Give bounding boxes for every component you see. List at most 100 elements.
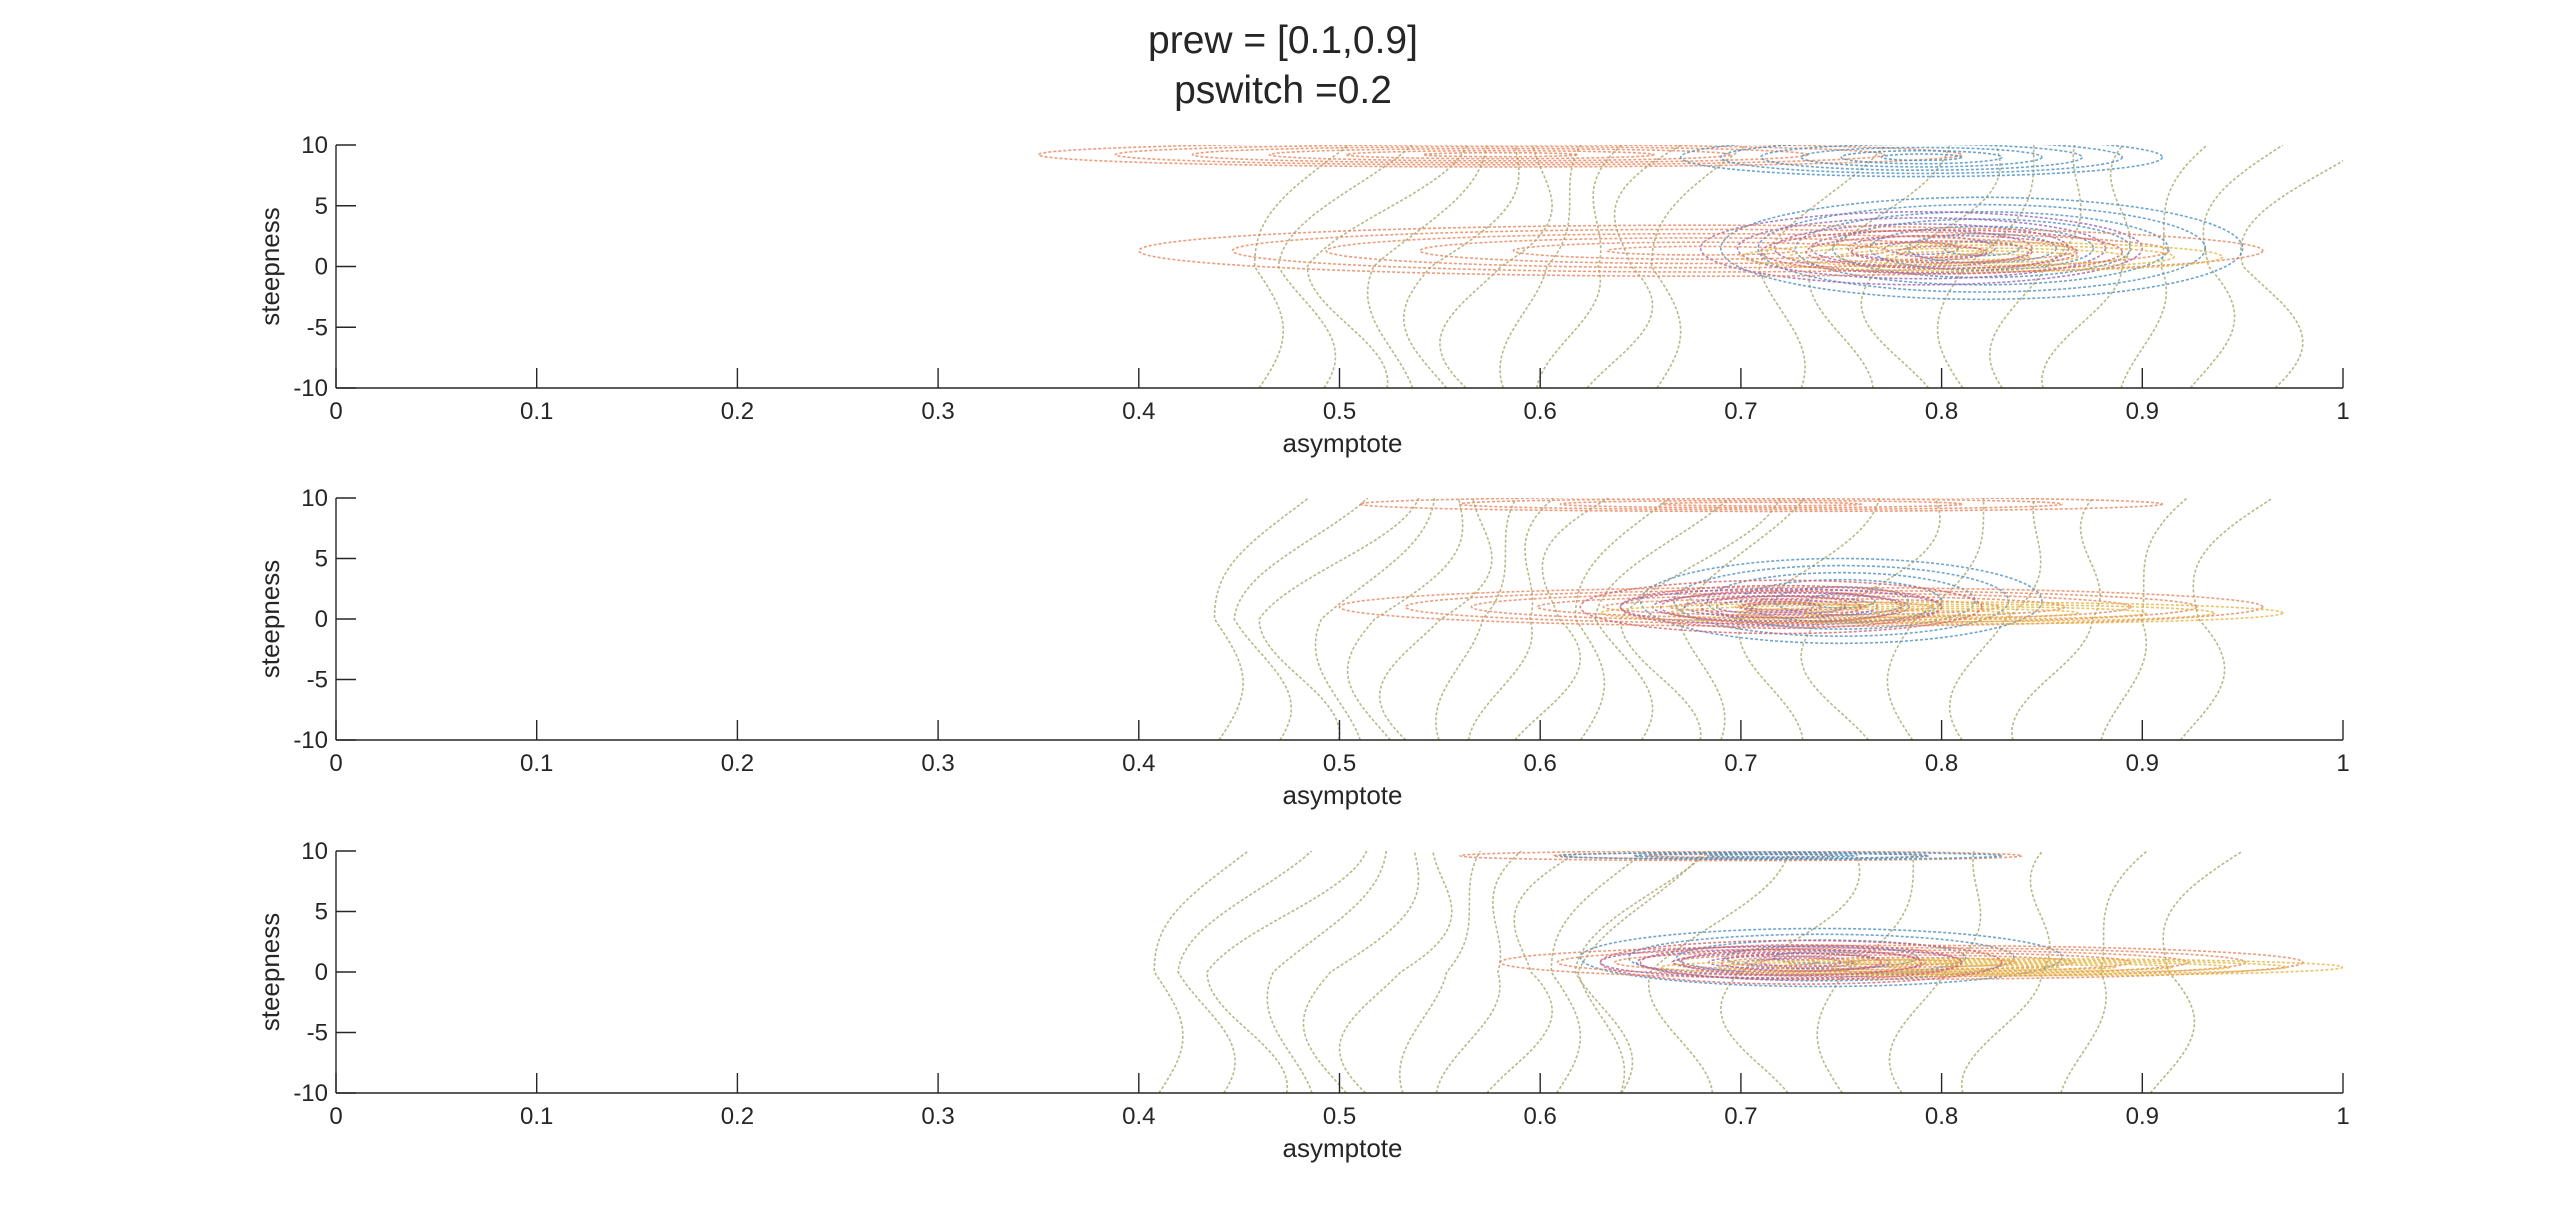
contour-line-blue <box>1943 240 2020 257</box>
x-tick-label: 0.6 <box>1524 398 1557 425</box>
x-tick-label: 0.4 <box>1122 1103 1155 1130</box>
y-tick-label: 10 <box>301 838 328 865</box>
contour-line-orange <box>1459 498 2063 511</box>
contour-line-yellow <box>1659 957 2343 977</box>
contour-line-orange <box>1536 595 2066 619</box>
background-contour-line <box>1886 498 1985 740</box>
y-tick-label: -10 <box>293 375 328 402</box>
x-tick-label: 0.6 <box>1524 750 1557 777</box>
x-tick-label: 0.5 <box>1323 398 1356 425</box>
contour-line-orange <box>1114 145 1886 166</box>
contour-line-purple <box>1847 235 1996 262</box>
background-contour-line <box>2011 498 2101 740</box>
contour-line-orange <box>1499 944 2304 980</box>
x-tick-label: 0.3 <box>921 398 954 425</box>
y-axis-label: steepness <box>255 207 285 326</box>
background-contour-line <box>1499 145 1582 388</box>
contour-line-blue <box>1559 851 2003 861</box>
contour-line-red <box>1579 579 1983 635</box>
background-contour-line <box>1757 145 1886 388</box>
background-contour-line <box>1338 851 1453 1093</box>
contour-line-red <box>1619 584 1943 630</box>
y-axis-label: steepness <box>255 913 285 1032</box>
background-contour-line <box>2179 498 2274 740</box>
x-tick-label: 0.8 <box>1925 750 1958 777</box>
x-tick-label: 0.5 <box>1323 1103 1356 1130</box>
background-contour-line <box>1574 851 1710 1093</box>
x-tick-label: 0.7 <box>1724 398 1757 425</box>
contour-line-orange <box>1325 232 2077 269</box>
contour-line-orange <box>1422 151 1578 158</box>
contour-line-orange <box>1606 245 1796 256</box>
x-tick-label: 0.7 <box>1724 1103 1757 1130</box>
contour-line-yellow <box>1884 250 2079 264</box>
background-contour-line <box>1594 498 1730 740</box>
background-contour-line <box>1550 851 1647 1093</box>
contour-line-orange <box>1138 224 2264 277</box>
y-tick-label: 0 <box>315 254 328 281</box>
contour-line-orange <box>1037 145 1963 168</box>
contour-line-yellow <box>1836 247 2127 267</box>
contour-line-yellow <box>1773 960 2231 974</box>
background-contour-line <box>1346 498 1464 740</box>
x-tick-label: 0.2 <box>721 398 754 425</box>
x-axis-label: asymptote <box>1283 1133 1403 1163</box>
background-contour-line <box>1306 145 1468 388</box>
x-tick-label: 0.9 <box>2126 398 2159 425</box>
contour-line-blue <box>1706 571 1976 630</box>
background-contour-line <box>1434 498 1518 740</box>
x-axis-label: asymptote <box>1283 428 1403 458</box>
contour-line-blue <box>1906 232 2057 264</box>
y-tick-label: -5 <box>307 667 328 694</box>
contour-line-red <box>1895 245 1988 259</box>
x-tick-label: 0.1 <box>520 1103 553 1130</box>
x-tick-label: 0.2 <box>721 750 754 777</box>
contour-line-red <box>1760 229 2124 275</box>
contour-line-yellow <box>1716 959 2287 976</box>
contour-line-blue <box>1800 146 2043 168</box>
contour-line-orange <box>1559 499 1963 509</box>
contour-group <box>1153 851 2343 1093</box>
contour-line-blue <box>1760 145 2083 171</box>
contour-line-red <box>1740 600 1822 614</box>
x-tick-label: 1 <box>2336 750 2349 777</box>
y-tick-label: 0 <box>315 606 328 633</box>
x-tick-label: 0.1 <box>520 750 553 777</box>
background-contour-line <box>1314 498 1436 740</box>
contour-line-yellow <box>1599 601 2284 625</box>
background-contour-line <box>1177 851 1313 1093</box>
contour-line-yellow <box>1788 244 2176 270</box>
contour-line-blue <box>1633 852 1930 859</box>
background-contour-line <box>2189 145 2284 388</box>
contour-line-yellow <box>1872 609 2011 616</box>
contour-line-blue <box>1757 203 2207 293</box>
y-tick-label: 0 <box>315 959 328 986</box>
background-contour-line <box>1677 498 1806 740</box>
background-contour-line <box>1302 851 1420 1093</box>
contour-line-blue <box>1579 927 2063 988</box>
contour-line-orange <box>1268 147 1732 162</box>
contour-line-orange <box>1556 946 2247 978</box>
contour-line-blue <box>1880 153 1963 162</box>
y-tick-label: 5 <box>315 546 328 573</box>
y-tick-label: -5 <box>307 1020 328 1047</box>
contour-line-orange <box>1459 851 2023 862</box>
background-contour-line <box>2149 851 2244 1093</box>
contour-line-red <box>1679 948 1923 977</box>
background-contour-line <box>1435 851 1522 1093</box>
contour-line-red <box>1719 952 1883 972</box>
background-contour-line <box>1486 851 1581 1093</box>
x-tick-label: 0.1 <box>520 398 553 425</box>
x-tick-label: 0 <box>329 1103 342 1130</box>
y-tick-label: 5 <box>315 899 328 926</box>
x-tick-label: 0.3 <box>921 1103 954 1130</box>
background-contour-line <box>1403 145 1520 388</box>
background-contour-line <box>1398 851 1481 1093</box>
contour-group <box>1037 145 2343 388</box>
contour-line-blue <box>1639 557 2043 645</box>
contour-line-orange <box>1358 498 2164 513</box>
background-contour-line <box>1535 145 1623 388</box>
background-contour-line <box>1233 498 1369 740</box>
contour-line-blue <box>1719 196 2244 301</box>
y-tick-label: 5 <box>315 193 328 220</box>
